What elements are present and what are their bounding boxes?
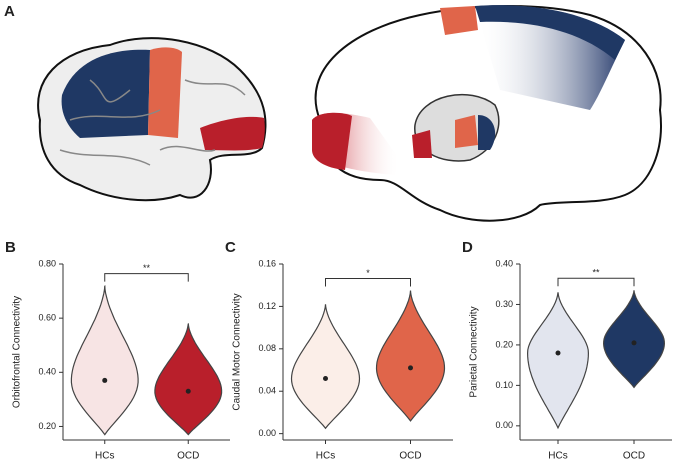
violin — [602, 290, 666, 389]
median-dot — [555, 350, 561, 356]
median-dot — [323, 376, 328, 382]
x-tick-label: OCD — [623, 451, 645, 462]
violin — [70, 285, 139, 436]
y-tick-label: 0.10 — [495, 380, 513, 390]
x-tick-label: HCs — [95, 451, 114, 462]
y-tick-label: 0.12 — [258, 301, 276, 311]
significance-bracket — [104, 273, 189, 282]
y-tick-label: 0.80 — [38, 258, 56, 268]
y-axis-label: Parietal Connectivity — [469, 306, 480, 397]
panel-label: A — [4, 3, 15, 20]
y-tick-label: 0.16 — [258, 258, 276, 268]
y-axis-label: Caudal Motor Connectivity — [232, 293, 243, 410]
median-dot — [408, 365, 413, 371]
y-tick-label: 0.04 — [258, 386, 276, 396]
medial-brain — [312, 5, 662, 222]
violin — [526, 292, 590, 430]
violin — [375, 290, 446, 422]
lateral-brain — [37, 37, 267, 202]
significance-label: ** — [592, 268, 600, 278]
x-tick-label: HCs — [316, 451, 335, 462]
x-tick-label: OCD — [399, 451, 421, 462]
y-tick-label: 0.20 — [495, 339, 513, 349]
y-tick-label: 0.60 — [38, 313, 56, 323]
y-tick-label: 0.20 — [38, 421, 56, 431]
median-dot — [631, 340, 637, 346]
violin — [290, 304, 361, 430]
y-tick-label: 0.00 — [258, 428, 276, 438]
y-tick-label: 0.00 — [495, 420, 513, 430]
panel-label: D — [462, 239, 473, 256]
y-tick-label: 0.30 — [495, 299, 513, 309]
violin — [154, 323, 223, 436]
significance-bracket — [557, 277, 635, 287]
significance-bracket — [325, 278, 411, 287]
y-tick-label: 0.40 — [38, 367, 56, 377]
median-dot — [185, 388, 191, 394]
x-tick-label: HCs — [548, 451, 567, 462]
significance-label: ** — [143, 263, 151, 273]
panel-label: B — [5, 239, 16, 256]
y-axis-label: Orbitofrontal Connectivity — [12, 296, 23, 408]
panel-label: C — [225, 239, 236, 256]
median-dot — [102, 377, 108, 383]
y-tick-label: 0.40 — [495, 258, 513, 268]
x-tick-label: OCD — [177, 451, 199, 462]
significance-label: * — [366, 268, 370, 278]
y-tick-label: 0.08 — [258, 343, 276, 353]
